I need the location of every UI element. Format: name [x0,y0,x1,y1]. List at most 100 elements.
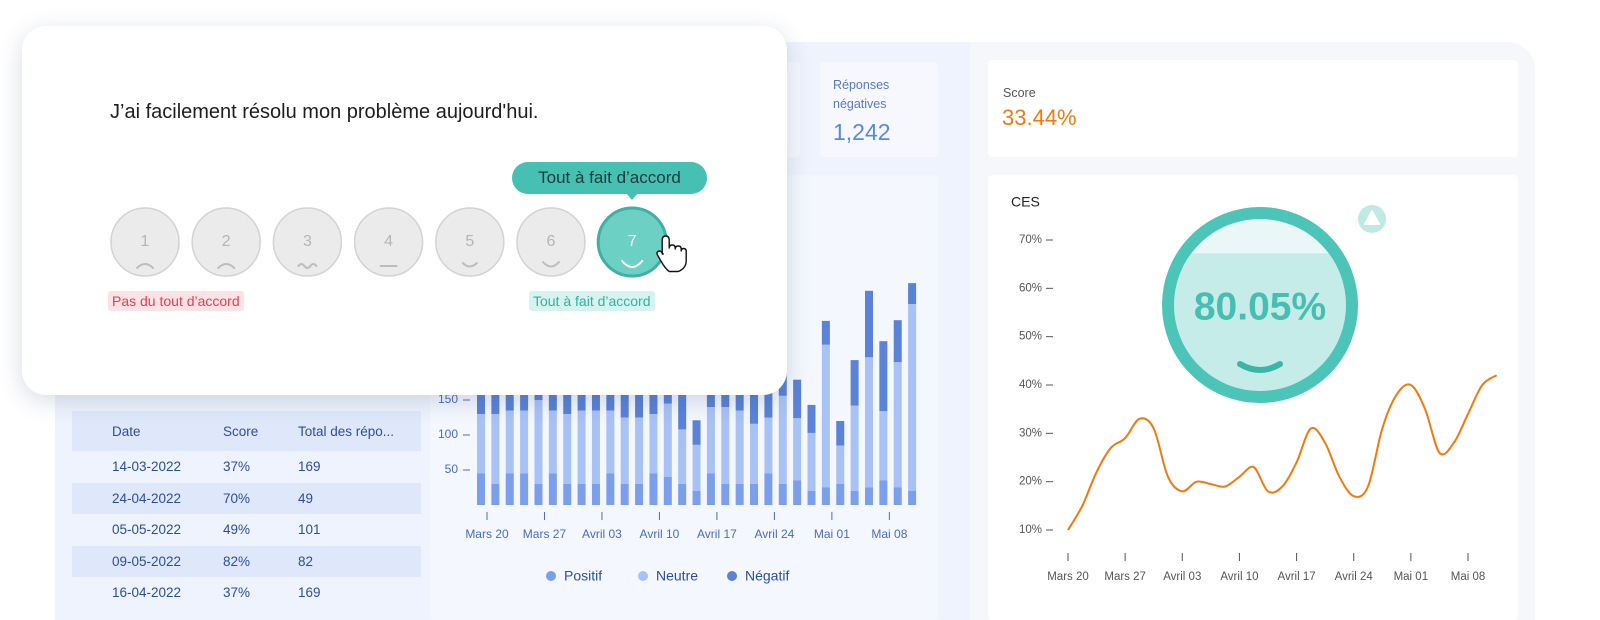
rating-option[interactable] [516,207,586,277]
x-tick-label: Avril 03 [1163,571,1201,583]
bar-segment [893,487,902,505]
bar-segment [778,395,787,484]
bar-segment [678,429,687,484]
cursor [656,235,687,273]
bar-segment [750,423,759,484]
bar-segment [864,487,873,505]
bar-segment [620,375,629,418]
rating-option[interactable] [272,207,343,277]
rating-number: 6 [547,233,556,250]
bar-segment [548,410,557,474]
table-cell: 37% [223,585,251,600]
rating-option[interactable] [191,207,261,277]
survey-popup: J’ai facilement résolu mon problème aujo… [22,26,787,395]
bar-segment [477,473,485,505]
question: J’ai facilement résolu mon problème aujo… [110,101,539,123]
y-tick-label: 50 [445,462,459,476]
column-header: Score [223,424,259,439]
y-tick-label: 150 [438,392,458,406]
table-cell: 49 [298,490,314,506]
gauge-label: 80.05% [1194,285,1326,328]
rating-option[interactable] [435,207,505,277]
bar-segment [850,360,859,406]
rating-face [217,263,236,269]
y-tick-label: 20% [1019,476,1042,488]
bar-segment [606,410,615,474]
rating-number: 7 [628,233,637,250]
rating-number: 5 [465,233,474,250]
legend-swatch [727,571,737,581]
x-tick-label: Mars 27 [1104,571,1146,583]
bar-segment [606,473,615,505]
max-label: Tout à fait d’accord [529,291,655,311]
rating-option[interactable] [110,207,180,277]
legend-label: Négatif [745,568,789,584]
bar-segment [505,410,514,474]
bar-segment [778,484,787,505]
bar-segment [793,418,802,481]
bar-segment [807,404,816,433]
bar-segment [620,417,629,484]
bar-segment [649,414,658,474]
bar-segment [563,414,572,484]
bar-segment [864,357,873,488]
table-row [72,482,421,514]
x-tick-label: Avril 17 [697,527,737,541]
bar-segment [534,484,543,505]
min-label: Pas du tout d’accord [108,291,244,311]
gauge-ring [1162,207,1358,403]
table-cell: 169 [298,459,321,474]
y-tick-label: 30% [1019,427,1042,439]
table-cell: 101 [298,522,321,537]
y-tick-label: 50% [1019,331,1042,343]
table-cell: 37% [223,459,251,474]
bar-segment [821,487,830,505]
y-tick-label: 60% [1019,282,1042,294]
bar-segment [678,394,687,430]
bar-segment [836,421,845,446]
score-value: 33.44% [1002,105,1077,130]
rating-face [461,262,478,268]
rating-number: 3 [303,233,312,250]
legend-label: Neutre [656,568,698,584]
tooltip: Tout à fait d’accord [512,162,707,194]
bar-segment [793,379,802,419]
bar-segment [678,484,687,505]
table-cell: 49% [223,522,251,537]
bar-segment [750,392,759,424]
bar-segment [520,473,529,505]
chart-title: CES [1011,194,1040,210]
bar-segment [821,320,830,345]
table-cell: 09-05-2022 [112,553,182,569]
bar-segment [491,414,500,484]
bar-segment [577,410,586,484]
bar-segment [879,341,888,412]
table-cell: 14-03-2022 [112,459,182,474]
x-tick-label: Avril 24 [1335,571,1374,583]
tooltip-arrow [626,193,638,200]
gauge-smile [1237,361,1283,373]
x-tick-label: Mars 20 [1047,571,1089,583]
bar-segment [836,484,845,505]
bar-segment [908,283,917,305]
score-card: Score 33.44% [988,60,1518,157]
bar-segment [706,473,715,505]
rating-option[interactable] [353,207,424,277]
table-cell: 169 [298,585,321,600]
bar-segment [793,480,802,505]
bar-segment [879,480,888,505]
bar-segment [591,484,600,505]
x-tick-label: Mai 01 [1394,571,1429,583]
bar-segment [764,382,773,418]
table-row [72,577,421,609]
line-series [1067,374,1498,531]
bar-segment [893,362,902,488]
column-header: Total des répo... [298,424,395,439]
rating-face [297,263,318,269]
bar-segment [534,400,543,484]
stat-label: Réponses négatives [833,78,890,111]
x-tick-label: Avril 10 [1220,571,1258,583]
bar-segment [908,304,917,491]
bar-segment [735,410,744,484]
bar-segment [591,410,600,484]
